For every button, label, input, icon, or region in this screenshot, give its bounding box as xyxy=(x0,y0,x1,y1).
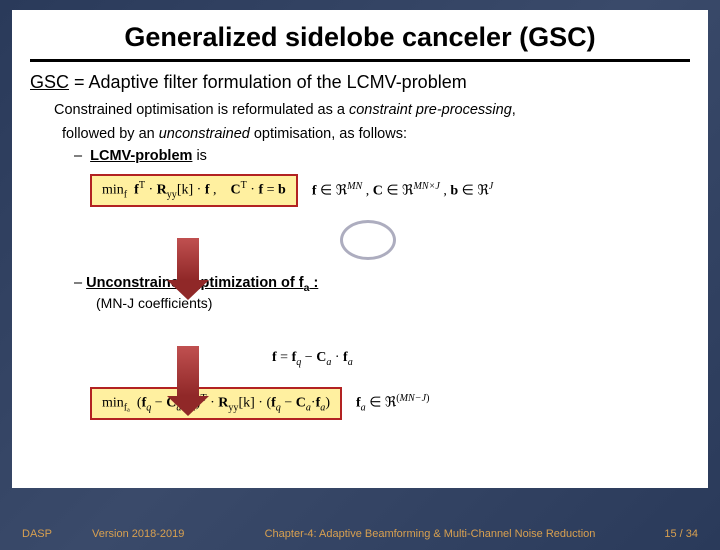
slide-title: Generalized sidelobe canceler (GSC) xyxy=(30,22,690,53)
footer-left: DASP xyxy=(22,528,92,540)
body-1a: Constrained optimisation is reformulated… xyxy=(54,102,349,118)
dash-2: – xyxy=(74,275,82,291)
eq-mid: f = fq − Ca · fa xyxy=(272,350,353,368)
eq1-box: minf fT · Ryy[k] · f , CT · f = b xyxy=(90,174,298,206)
bullet-lcmv: – LCMV-problem is xyxy=(74,148,690,164)
eq2-box: minfₐ (fq − Ca·fa)T · Ryy[k] · (fq − Ca·… xyxy=(90,387,342,419)
footer-version: Version 2018-2019 xyxy=(92,528,222,540)
footer-page: 15 / 34 xyxy=(638,528,698,540)
arrow-1-head xyxy=(167,280,209,300)
bullet2-colon: : xyxy=(309,275,318,291)
eq2-minsub: fₐ xyxy=(124,403,130,414)
arrow-1 xyxy=(167,238,209,298)
body-1c: , xyxy=(512,102,516,118)
equation-row-1: minf fT · Ryy[k] · f , CT · f = b f ∈ ℜM… xyxy=(90,174,690,206)
highlight-ellipse xyxy=(340,220,396,260)
subtitle-gsc: GSC xyxy=(30,72,69,92)
body-1b: constraint pre-processing xyxy=(349,102,512,118)
eq1-side: f ∈ ℜMN , C ∈ ℜMN×J , b ∈ ℜJ xyxy=(312,181,493,200)
eq2-side: fa ∈ ℜ(MN−J) xyxy=(356,393,429,413)
eq1-minsub: f xyxy=(124,190,127,201)
subtitle-rest: = Adaptive filter formulation of the LCM… xyxy=(69,72,467,92)
body-2a: followed by an xyxy=(62,126,159,142)
arrow-1-shaft xyxy=(177,238,199,280)
dash-1: – xyxy=(74,148,82,164)
arrow-2 xyxy=(167,346,209,414)
footer-chapter: Chapter-4: Adaptive Beamforming & Multi-… xyxy=(222,528,638,540)
arrow-2-shaft xyxy=(177,346,199,396)
body-line-2: followed by an unconstrained optimisatio… xyxy=(62,125,690,145)
footer: DASP Version 2018-2019 Chapter-4: Adapti… xyxy=(0,518,720,550)
title-rule xyxy=(30,59,690,62)
subtitle: GSC = Adaptive filter formulation of the… xyxy=(30,72,690,93)
body-2b: unconstrained xyxy=(159,126,250,142)
body-line-1: Constrained optimisation is reformulated… xyxy=(54,101,690,121)
arrow-2-head xyxy=(167,396,209,416)
slide-content: Generalized sidelobe canceler (GSC) GSC … xyxy=(12,10,708,488)
bullet1-rest: is xyxy=(192,148,207,164)
bullet1-label: LCMV-problem xyxy=(90,148,192,164)
body-2c: optimisation, as follows: xyxy=(250,126,407,142)
